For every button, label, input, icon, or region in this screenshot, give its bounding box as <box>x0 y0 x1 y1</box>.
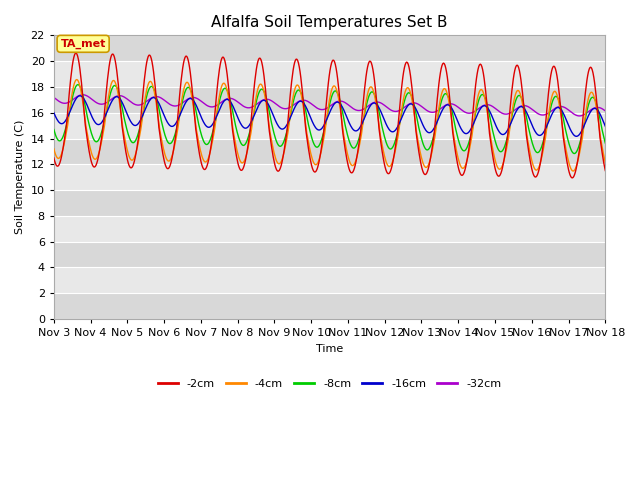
Bar <box>54 267 605 293</box>
Title: Alfalfa Soil Temperatures Set B: Alfalfa Soil Temperatures Set B <box>211 15 448 30</box>
Bar <box>54 242 605 267</box>
Bar <box>54 216 605 242</box>
Bar <box>54 36 605 61</box>
Bar <box>54 87 605 113</box>
Bar <box>54 113 605 139</box>
Bar <box>54 164 605 190</box>
Bar <box>54 61 605 87</box>
X-axis label: Time: Time <box>316 344 343 354</box>
Bar <box>54 293 605 319</box>
Bar <box>54 139 605 164</box>
Legend: -2cm, -4cm, -8cm, -16cm, -32cm: -2cm, -4cm, -8cm, -16cm, -32cm <box>154 374 506 393</box>
Y-axis label: Soil Temperature (C): Soil Temperature (C) <box>15 120 25 234</box>
Bar <box>54 190 605 216</box>
Text: TA_met: TA_met <box>60 39 106 49</box>
